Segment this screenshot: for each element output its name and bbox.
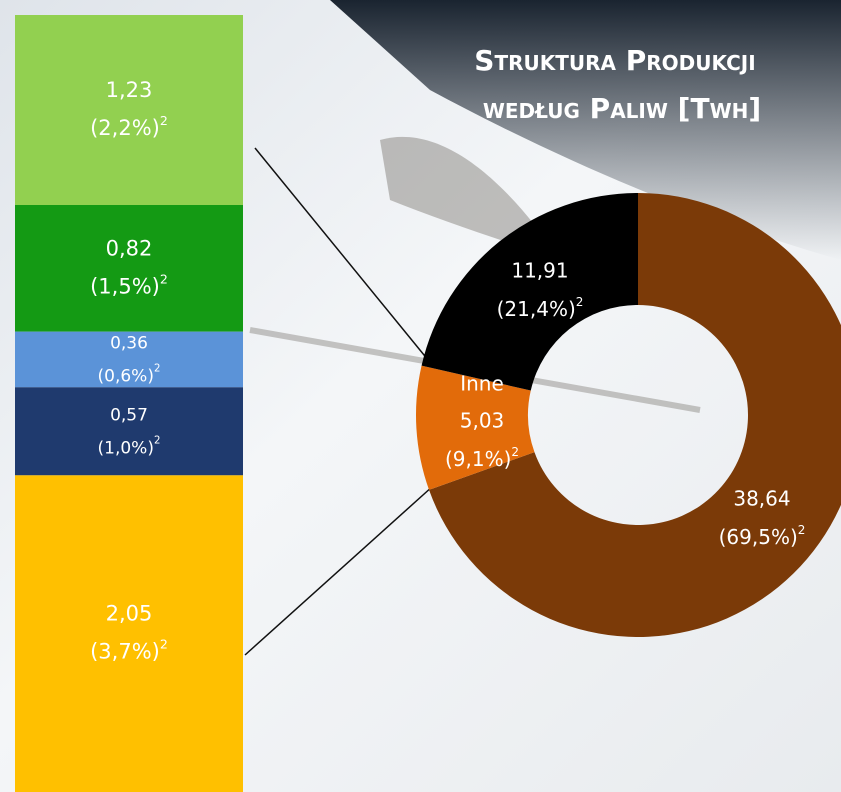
share-text: (9,1%) bbox=[445, 447, 511, 471]
share-label: (0,6%)2 bbox=[98, 363, 161, 386]
value-label: 2,05 bbox=[106, 602, 153, 626]
bar-segment bbox=[15, 387, 243, 476]
footnote-mark: 2 bbox=[576, 295, 584, 309]
share-label: (9,1%)2 bbox=[445, 445, 519, 471]
chart-title: według Paliw [Twh] bbox=[483, 92, 761, 125]
share-label: (2,2%)2 bbox=[90, 113, 168, 141]
chart-title: Struktura Produkcji bbox=[474, 44, 755, 77]
bar-segment bbox=[15, 331, 243, 388]
bar-segment bbox=[15, 475, 243, 792]
connector bbox=[244, 485, 434, 656]
value-label: 1,23 bbox=[106, 78, 153, 102]
donut-slice bbox=[416, 365, 535, 490]
category-label: Inne bbox=[460, 372, 504, 396]
value-label: 11,91 bbox=[511, 259, 568, 283]
footnote-mark: 2 bbox=[160, 636, 168, 651]
connector bbox=[254, 147, 434, 367]
share-label: (1,0%)2 bbox=[98, 435, 161, 458]
value-label: 5,03 bbox=[460, 409, 505, 433]
share-text: (2,2%) bbox=[90, 116, 160, 140]
share-text: (3,7%) bbox=[90, 640, 160, 664]
footnote-mark: 2 bbox=[160, 113, 168, 128]
footnote-mark: 2 bbox=[160, 271, 168, 286]
share-text: (1,5%) bbox=[90, 274, 160, 298]
background-dark bbox=[330, 0, 841, 260]
donut-slice bbox=[421, 193, 638, 391]
bar-segment bbox=[15, 15, 243, 206]
footnote-mark: 2 bbox=[798, 523, 806, 537]
share-text: (21,4%) bbox=[497, 297, 576, 321]
share-text: (1,0%) bbox=[98, 438, 154, 458]
share-label: (3,7%)2 bbox=[90, 636, 168, 664]
footnote-mark: 2 bbox=[154, 435, 160, 446]
value-label: 0,36 bbox=[110, 333, 148, 353]
bar-segment bbox=[15, 205, 243, 332]
donut-slice bbox=[429, 193, 841, 637]
footnote-mark: 2 bbox=[511, 445, 519, 459]
share-text: (69,5%) bbox=[719, 525, 798, 549]
footnote-mark: 2 bbox=[154, 363, 160, 374]
background-trees bbox=[380, 136, 560, 260]
share-label: (69,5%)2 bbox=[719, 523, 806, 549]
value-label: 38,64 bbox=[733, 487, 790, 511]
share-text: (0,6%) bbox=[98, 366, 154, 386]
share-label: (21,4%)2 bbox=[497, 295, 584, 321]
value-label: 0,57 bbox=[110, 405, 148, 425]
value-label: 0,82 bbox=[106, 236, 153, 260]
share-label: (1,5%)2 bbox=[90, 271, 168, 299]
